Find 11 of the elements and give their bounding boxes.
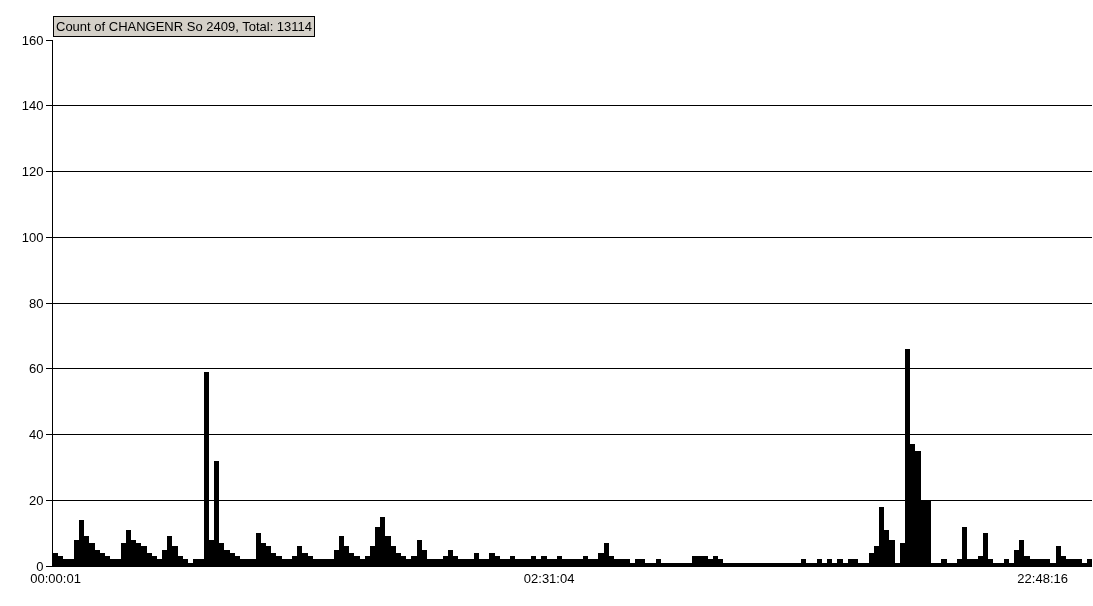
chart-title: Count of CHANGENR So 2409, Total: 13114 <box>56 19 313 34</box>
y-tick-label: 120 <box>21 164 44 180</box>
y-tick-label: 20 <box>28 492 44 508</box>
y-tick-label: 60 <box>28 361 44 377</box>
y-tick-label: 100 <box>21 229 44 245</box>
x-tick-label: 22:48:16 <box>1017 570 1068 586</box>
y-tick-label: 140 <box>21 98 44 114</box>
y-tick-label: 160 <box>21 32 44 48</box>
y-tick-label: 80 <box>28 295 44 311</box>
x-tick-label: 02:31:04 <box>523 570 575 586</box>
y-tick-label: 40 <box>28 427 44 443</box>
